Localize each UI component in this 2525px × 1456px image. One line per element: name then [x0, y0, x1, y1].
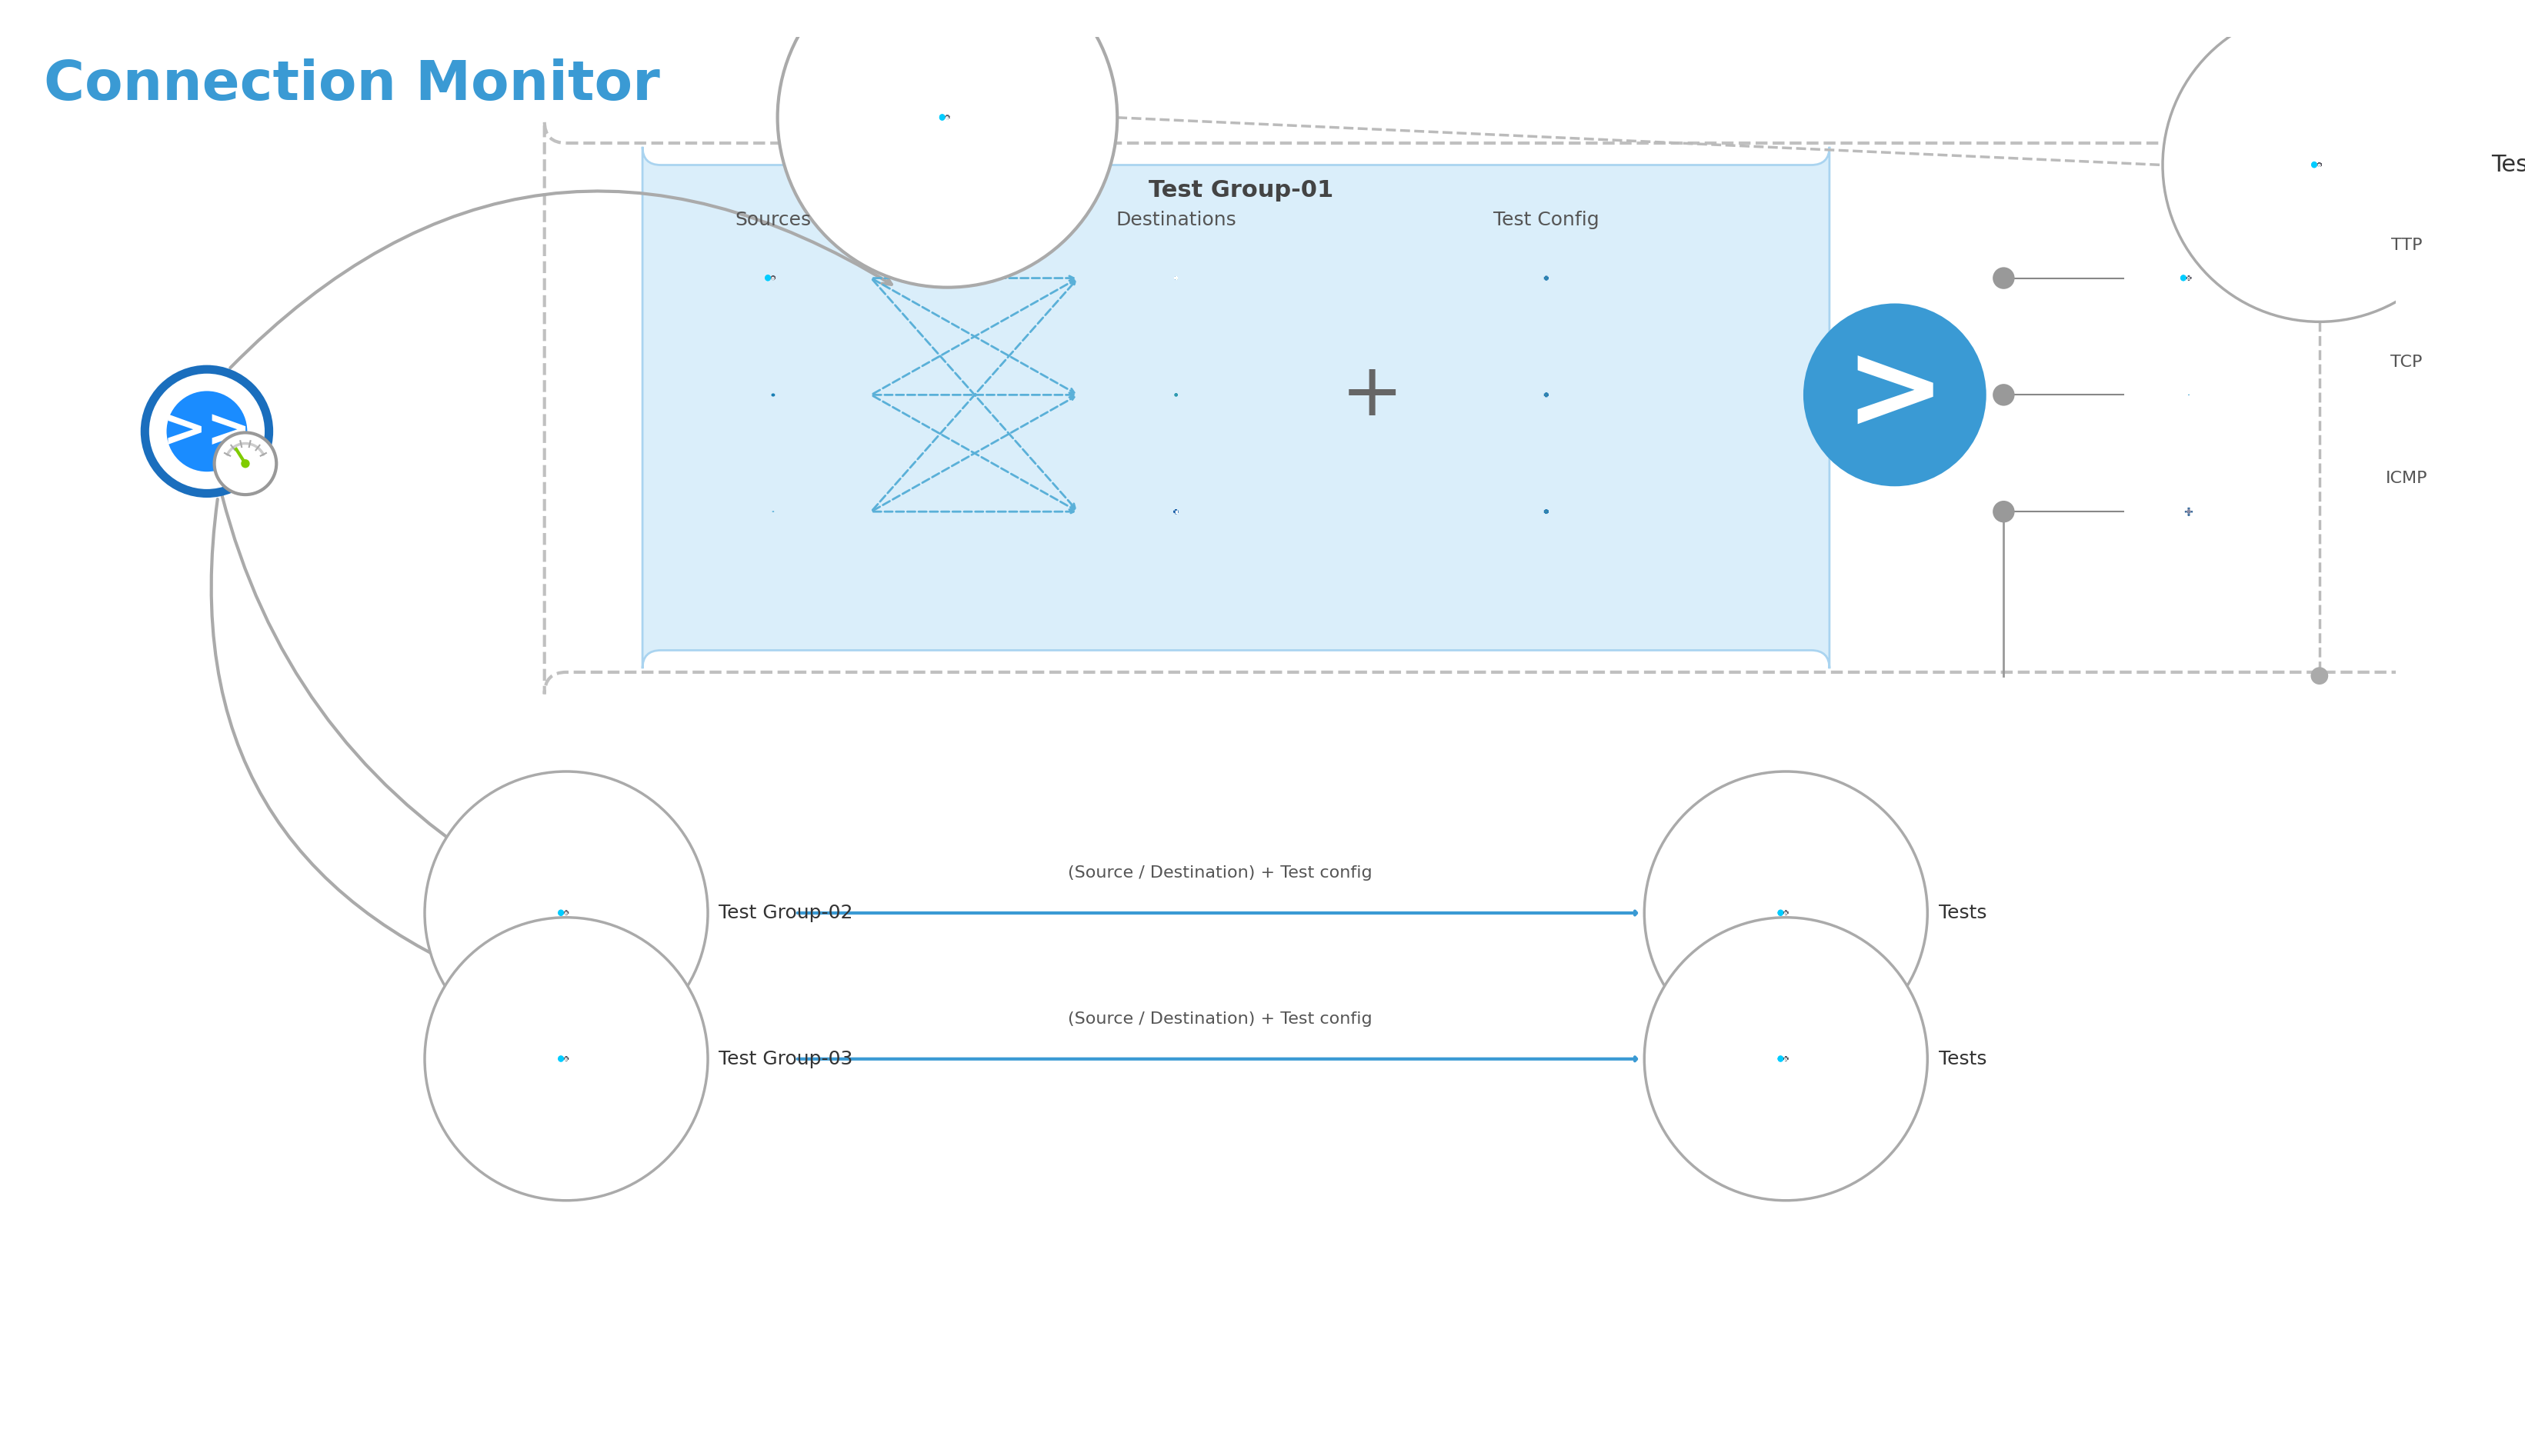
Circle shape: [2310, 162, 2318, 167]
Circle shape: [939, 114, 944, 119]
Circle shape: [167, 392, 247, 472]
Circle shape: [424, 772, 707, 1054]
Circle shape: [1778, 1056, 1783, 1061]
Text: >: >: [1843, 336, 1944, 453]
Text: TCP: TCP: [2391, 354, 2421, 370]
Text: Destinations: Destinations: [1116, 211, 1237, 229]
Circle shape: [2182, 275, 2187, 281]
Circle shape: [558, 910, 563, 916]
FancyBboxPatch shape: [1174, 510, 1179, 514]
FancyBboxPatch shape: [563, 1057, 568, 1061]
Circle shape: [2310, 667, 2328, 684]
Circle shape: [215, 432, 275, 495]
FancyBboxPatch shape: [770, 275, 775, 280]
FancyBboxPatch shape: [641, 147, 1831, 668]
Circle shape: [2310, 162, 2318, 167]
Circle shape: [144, 370, 270, 494]
Circle shape: [558, 1056, 563, 1061]
Circle shape: [2182, 275, 2187, 281]
FancyBboxPatch shape: [1543, 393, 1548, 397]
Text: Test Group-01: Test Group-01: [1149, 179, 1333, 202]
FancyBboxPatch shape: [944, 115, 949, 119]
Circle shape: [558, 910, 563, 916]
Text: ICMP: ICMP: [2386, 472, 2427, 486]
Circle shape: [558, 910, 563, 916]
Circle shape: [1992, 501, 2015, 523]
Text: Tests: Tests: [1939, 904, 1987, 922]
Text: (Source / Destination) + Test config: (Source / Destination) + Test config: [1068, 1010, 1371, 1026]
Circle shape: [1778, 910, 1783, 916]
Text: Tests: Tests: [1939, 1050, 1987, 1069]
Circle shape: [1992, 384, 2015, 406]
Text: Test Group-03: Test Group-03: [720, 1050, 853, 1069]
Circle shape: [765, 275, 770, 281]
Circle shape: [1778, 910, 1783, 916]
Circle shape: [1992, 266, 2015, 290]
Circle shape: [1803, 303, 1987, 486]
Circle shape: [778, 0, 1116, 287]
Circle shape: [558, 1056, 563, 1061]
FancyBboxPatch shape: [1783, 910, 1788, 914]
FancyBboxPatch shape: [2187, 510, 2192, 514]
Circle shape: [1778, 910, 1783, 916]
Text: Tests: Tests: [2490, 154, 2525, 176]
Text: Test Group-02: Test Group-02: [720, 904, 853, 922]
FancyBboxPatch shape: [2187, 275, 2192, 281]
Circle shape: [2161, 9, 2477, 322]
Circle shape: [424, 917, 707, 1201]
Circle shape: [558, 1056, 563, 1061]
FancyBboxPatch shape: [2184, 508, 2192, 515]
Text: Connection Monitor: Connection Monitor: [43, 58, 659, 111]
Circle shape: [939, 115, 944, 121]
FancyBboxPatch shape: [1543, 277, 1548, 281]
Circle shape: [939, 115, 944, 121]
Text: (Source / Destination) + Test config: (Source / Destination) + Test config: [1068, 865, 1371, 881]
Text: Sources: Sources: [735, 211, 811, 229]
Text: +: +: [1341, 360, 1404, 431]
FancyBboxPatch shape: [1543, 510, 1548, 514]
Circle shape: [765, 275, 770, 281]
FancyBboxPatch shape: [563, 910, 568, 914]
Circle shape: [240, 459, 250, 467]
FancyBboxPatch shape: [2318, 163, 2323, 167]
Circle shape: [1644, 772, 1927, 1054]
FancyBboxPatch shape: [545, 121, 2525, 695]
Circle shape: [1644, 917, 1927, 1201]
Circle shape: [1778, 1056, 1783, 1061]
Text: Test Config: Test Config: [1492, 211, 1598, 229]
Circle shape: [2182, 275, 2187, 281]
Circle shape: [1778, 1056, 1783, 1061]
Circle shape: [2310, 162, 2318, 167]
Circle shape: [765, 275, 770, 281]
Text: >>: >>: [162, 406, 253, 457]
Text: TTP: TTP: [2391, 237, 2421, 253]
FancyBboxPatch shape: [1783, 1057, 1788, 1061]
